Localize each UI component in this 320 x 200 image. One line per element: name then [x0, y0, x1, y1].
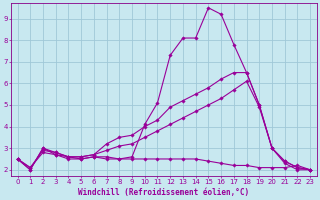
X-axis label: Windchill (Refroidissement éolien,°C): Windchill (Refroidissement éolien,°C)	[78, 188, 249, 197]
